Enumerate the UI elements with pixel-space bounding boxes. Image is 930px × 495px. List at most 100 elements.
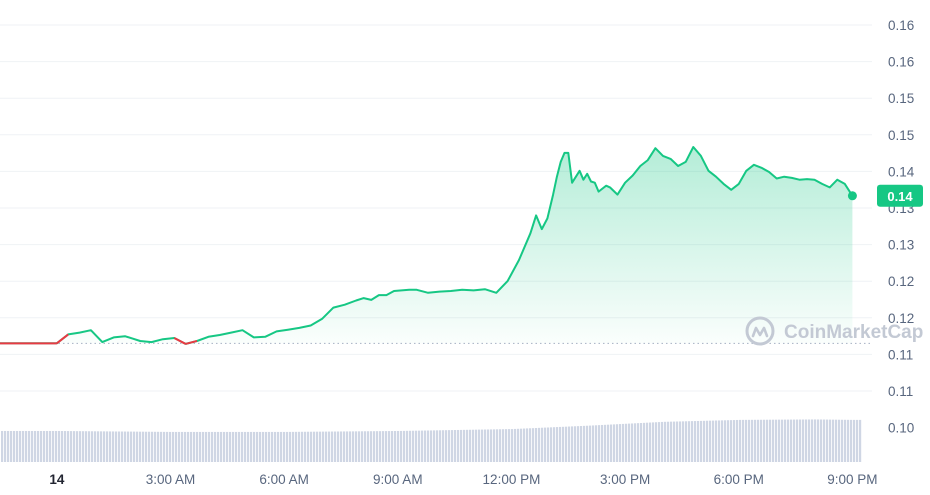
volume-bar — [13, 430, 16, 462]
volume-bar — [238, 431, 241, 462]
volume-bar — [247, 431, 250, 462]
price-line — [0, 146, 857, 345]
volume-bar — [616, 424, 619, 462]
volume-bar — [643, 422, 646, 462]
volume-bar — [571, 426, 574, 462]
volume-bar — [496, 429, 499, 462]
y-tick-label: 0.16 — [888, 55, 914, 70]
volume-bar — [748, 419, 751, 462]
volume-bar — [454, 430, 457, 462]
volume-bar — [28, 430, 31, 462]
x-tick-label: 9:00 PM — [827, 472, 877, 487]
volume-bar — [757, 419, 760, 462]
x-axis: 14 3:00 AM 6:00 AM 9:00 AM 12:00 PM 3:00 PM 6:… — [49, 472, 877, 487]
volume-bar — [817, 419, 820, 462]
coinmarketcap-logo-icon — [745, 316, 775, 346]
volume-bar — [199, 431, 202, 462]
volume-bar — [790, 419, 793, 462]
volume-bar — [325, 431, 328, 462]
volume-bar — [751, 419, 754, 462]
volume-bar — [844, 419, 847, 462]
volume-bar — [532, 428, 535, 462]
volume-bar — [703, 420, 706, 462]
volume-bar — [289, 431, 292, 462]
volume-bar — [691, 421, 694, 462]
volume-bar — [823, 419, 826, 462]
volume-bar — [313, 431, 316, 462]
volume-bar — [385, 431, 388, 462]
volume-bar — [853, 419, 856, 462]
volume-bar — [733, 420, 736, 462]
price-line-below-open — [185, 339, 198, 345]
volume-bar — [646, 422, 649, 462]
volume-bar — [553, 427, 556, 462]
x-tick-label: 9:00 AM — [373, 472, 423, 487]
price-line-below-open — [173, 337, 187, 345]
volume-bar — [178, 431, 181, 462]
volume-bar — [661, 421, 664, 462]
volume-bar — [352, 431, 355, 462]
volume-bar — [781, 419, 784, 462]
y-tick-label: 0.12 — [888, 311, 914, 326]
price-area-fill — [0, 147, 853, 344]
volume-bar — [232, 431, 235, 462]
volume-bar — [85, 431, 88, 462]
volume-bar — [64, 431, 67, 462]
price-area — [0, 147, 853, 344]
volume-bar — [505, 429, 508, 462]
volume-bar — [205, 431, 208, 462]
volume-bar — [145, 431, 148, 462]
volume-bar — [106, 431, 109, 462]
volume-bar — [802, 419, 805, 462]
volume-bar — [520, 428, 523, 462]
volume-bar — [484, 429, 487, 462]
volume-bar — [286, 431, 289, 462]
volume-bar — [349, 431, 352, 462]
y-tick-label: 0.12 — [888, 274, 914, 289]
volume-bar — [172, 431, 175, 462]
volume-bar — [793, 419, 796, 462]
price-line-path — [0, 146, 854, 345]
volume-bar — [331, 431, 334, 462]
volume-bar — [250, 431, 253, 462]
volume-bar — [664, 421, 667, 462]
volume-bar — [169, 431, 172, 462]
volume-bar — [244, 431, 247, 462]
volume-bar — [706, 420, 709, 462]
volume-bar — [724, 420, 727, 462]
volume-bar — [655, 422, 658, 462]
volume-bar — [391, 431, 394, 462]
volume-bar — [343, 431, 346, 462]
volume-bar — [268, 431, 271, 462]
volume-bar — [829, 419, 832, 462]
volume-bar — [625, 423, 628, 462]
volume-bar — [652, 422, 655, 462]
volume-bar — [727, 420, 730, 462]
watermark-text: CoinMarketCap — [784, 322, 923, 343]
volume-bar — [841, 419, 844, 462]
volume-bar — [163, 431, 166, 462]
volume-bar — [592, 425, 595, 462]
volume-bar — [229, 431, 232, 462]
volume-bar — [4, 430, 7, 462]
volume-bar — [469, 429, 472, 462]
volume-bar — [379, 431, 382, 462]
volume-bar — [355, 431, 358, 462]
volume-bar — [277, 431, 280, 462]
volume-bar — [88, 431, 91, 462]
volume-bar — [259, 431, 262, 462]
volume-bar — [739, 419, 742, 462]
volume-bar — [301, 431, 304, 462]
volume-bar — [79, 431, 82, 462]
volume-bar — [682, 421, 685, 462]
volume-bar — [328, 431, 331, 462]
volume-bar — [736, 419, 739, 462]
volume-bar — [151, 431, 154, 462]
volume-bar — [478, 429, 481, 462]
current-price-badge: 0.14 — [877, 184, 923, 207]
volume-bar — [49, 430, 52, 462]
coinmarketcap-watermark: CoinMarketCap — [745, 316, 923, 346]
volume-bar — [400, 430, 403, 462]
volume-bar — [766, 419, 769, 462]
